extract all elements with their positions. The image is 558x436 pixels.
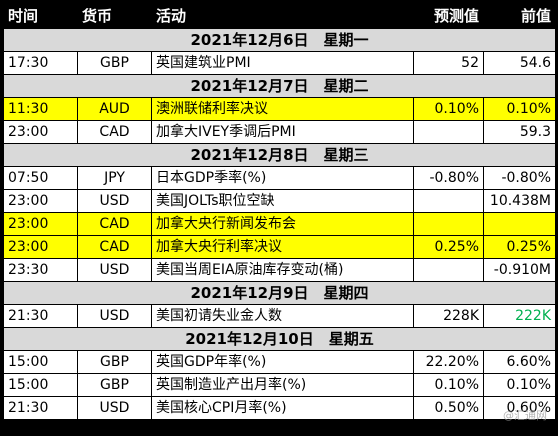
cell-currency: CAD: [77, 212, 152, 236]
cell-time: 07:50: [3, 166, 78, 190]
cell-time: 11:30: [3, 97, 78, 121]
cell-forecast: [413, 120, 484, 144]
cell-event: 日本GDP季率(%): [151, 166, 414, 190]
cell-previous: -0.80%: [483, 166, 556, 190]
cell-currency: JPY: [77, 166, 152, 190]
cell-forecast: [413, 189, 484, 213]
date-section-row: 2021年12月9日 星期四: [3, 281, 556, 305]
cell-forecast: 0.10%: [413, 97, 484, 121]
economic-calendar-sheet: 时间 货币 活动 预测值 前值 2021年12月6日 星期一 17:30 GBP 英国…: [3, 3, 556, 433]
date-label: 2021年12月9日 星期四: [3, 281, 556, 305]
cell-currency: USD: [77, 189, 152, 213]
table-row: 23:00 CAD 加拿大央行利率决议 0.25% 0.25%: [3, 235, 556, 259]
cell-time: 23:00: [3, 235, 78, 259]
cell-currency: GBP: [77, 350, 152, 374]
table-row: 23:30 USD 美国当周EIA原油库存变动(桶) -0.910M: [3, 258, 556, 282]
cell-event: 澳洲联储利率决议: [151, 97, 414, 121]
cell-previous: 0.10%: [483, 97, 556, 121]
cell-time: 23:00: [3, 120, 78, 144]
header-time: 时间: [3, 3, 78, 29]
cell-previous: 10.438M: [483, 189, 556, 213]
cell-event: 英国建筑业PMI: [151, 51, 414, 75]
table-row: 07:50 JPY 日本GDP季率(%) -0.80% -0.80%: [3, 166, 556, 190]
header-currency: 货币: [77, 3, 152, 29]
cell-time: 21:30: [3, 304, 78, 328]
cell-currency: AUD: [77, 97, 152, 121]
cell-previous: 59.3: [483, 120, 556, 144]
cell-currency: GBP: [77, 51, 152, 75]
header-row: 时间 货币 活动 预测值 前值: [3, 3, 556, 29]
cell-previous: 54.6: [483, 51, 556, 75]
date-label: 2021年12月10日 星期五: [3, 327, 556, 351]
table-row: 11:30 AUD 澳洲联储利率决议 0.10% 0.10%: [3, 97, 556, 121]
cell-event: 加拿大IVEY季调后PMI: [151, 120, 414, 144]
cell-currency: CAD: [77, 120, 152, 144]
cell-time: 23:30: [3, 258, 78, 282]
date-section-row: 2021年12月6日 星期一: [3, 28, 556, 52]
date-section-row: 2021年12月7日 星期二: [3, 74, 556, 98]
cell-previous: 6.60%: [483, 350, 556, 374]
cell-time: 23:00: [3, 212, 78, 236]
cell-currency: USD: [77, 258, 152, 282]
cell-currency: USD: [77, 304, 152, 328]
cell-forecast: 0.10%: [413, 373, 484, 397]
cell-event: 英国制造业产出月率(%): [151, 373, 414, 397]
table-row: 15:00 GBP 英国制造业产出月率(%) 0.10% 0.10%: [3, 373, 556, 397]
cell-event: 加拿大央行新闻发布会: [151, 212, 414, 236]
table-row: 23:00 CAD 加拿大央行新闻发布会: [3, 212, 556, 236]
date-section-row: 2021年12月8日 星期三: [3, 143, 556, 167]
cell-forecast: 22.20%: [413, 350, 484, 374]
cell-forecast: [413, 258, 484, 282]
date-label: 2021年12月6日 星期一: [3, 28, 556, 52]
table-row: 23:00 USD 美国JOLTs职位空缺 10.438M: [3, 189, 556, 213]
cell-previous: 0.25%: [483, 235, 556, 259]
date-label: 2021年12月8日 星期三: [3, 143, 556, 167]
table-row: 17:30 GBP 英国建筑业PMI 52 54.6: [3, 51, 556, 75]
cell-event: 美国当周EIA原油库存变动(桶): [151, 258, 414, 282]
table-row: 21:30 USD 美国初请失业金人数 228K 222K: [3, 304, 556, 328]
cell-event: 美国JOLTs职位空缺: [151, 189, 414, 213]
cell-previous: 0.60%: [483, 396, 556, 420]
header-previous: 前值: [483, 3, 556, 29]
cell-event: 美国初请失业金人数: [151, 304, 414, 328]
table-row: 15:00 GBP 英国GDP年率(%) 22.20% 6.60%: [3, 350, 556, 374]
cell-time: 23:00: [3, 189, 78, 213]
date-section-row: 2021年12月10日 星期五: [3, 327, 556, 351]
economic-calendar-table: 时间 货币 活动 预测值 前值 2021年12月6日 星期一 17:30 GBP 英国…: [3, 3, 556, 420]
cell-previous: 0.10%: [483, 373, 556, 397]
cell-event: 英国GDP年率(%): [151, 350, 414, 374]
cell-currency: CAD: [77, 235, 152, 259]
cell-previous: -0.910M: [483, 258, 556, 282]
cell-currency: USD: [77, 396, 152, 420]
cell-time: 17:30: [3, 51, 78, 75]
cell-event: 加拿大央行利率决议: [151, 235, 414, 259]
cell-forecast: 0.25%: [413, 235, 484, 259]
cell-event: 美国核心CPI月率(%): [151, 396, 414, 420]
cell-forecast: [413, 212, 484, 236]
cell-forecast: 52: [413, 51, 484, 75]
cell-currency: GBP: [77, 373, 152, 397]
cell-time: 15:00: [3, 373, 78, 397]
cell-time: 15:00: [3, 350, 78, 374]
header-event: 活动: [151, 3, 414, 29]
watermark: @汇通网: [503, 409, 547, 422]
table-row: 23:00 CAD 加拿大IVEY季调后PMI 59.3: [3, 120, 556, 144]
cell-previous: [483, 212, 556, 236]
cell-time: 21:30: [3, 396, 78, 420]
date-label: 2021年12月7日 星期二: [3, 74, 556, 98]
cell-forecast: -0.80%: [413, 166, 484, 190]
table-row: 21:30 USD 美国核心CPI月率(%) 0.50% 0.60%: [3, 396, 556, 420]
cell-forecast: 228K: [413, 304, 484, 328]
header-forecast: 预测值: [413, 3, 484, 29]
cell-previous: 222K: [483, 304, 556, 328]
cell-forecast: 0.50%: [413, 396, 484, 420]
